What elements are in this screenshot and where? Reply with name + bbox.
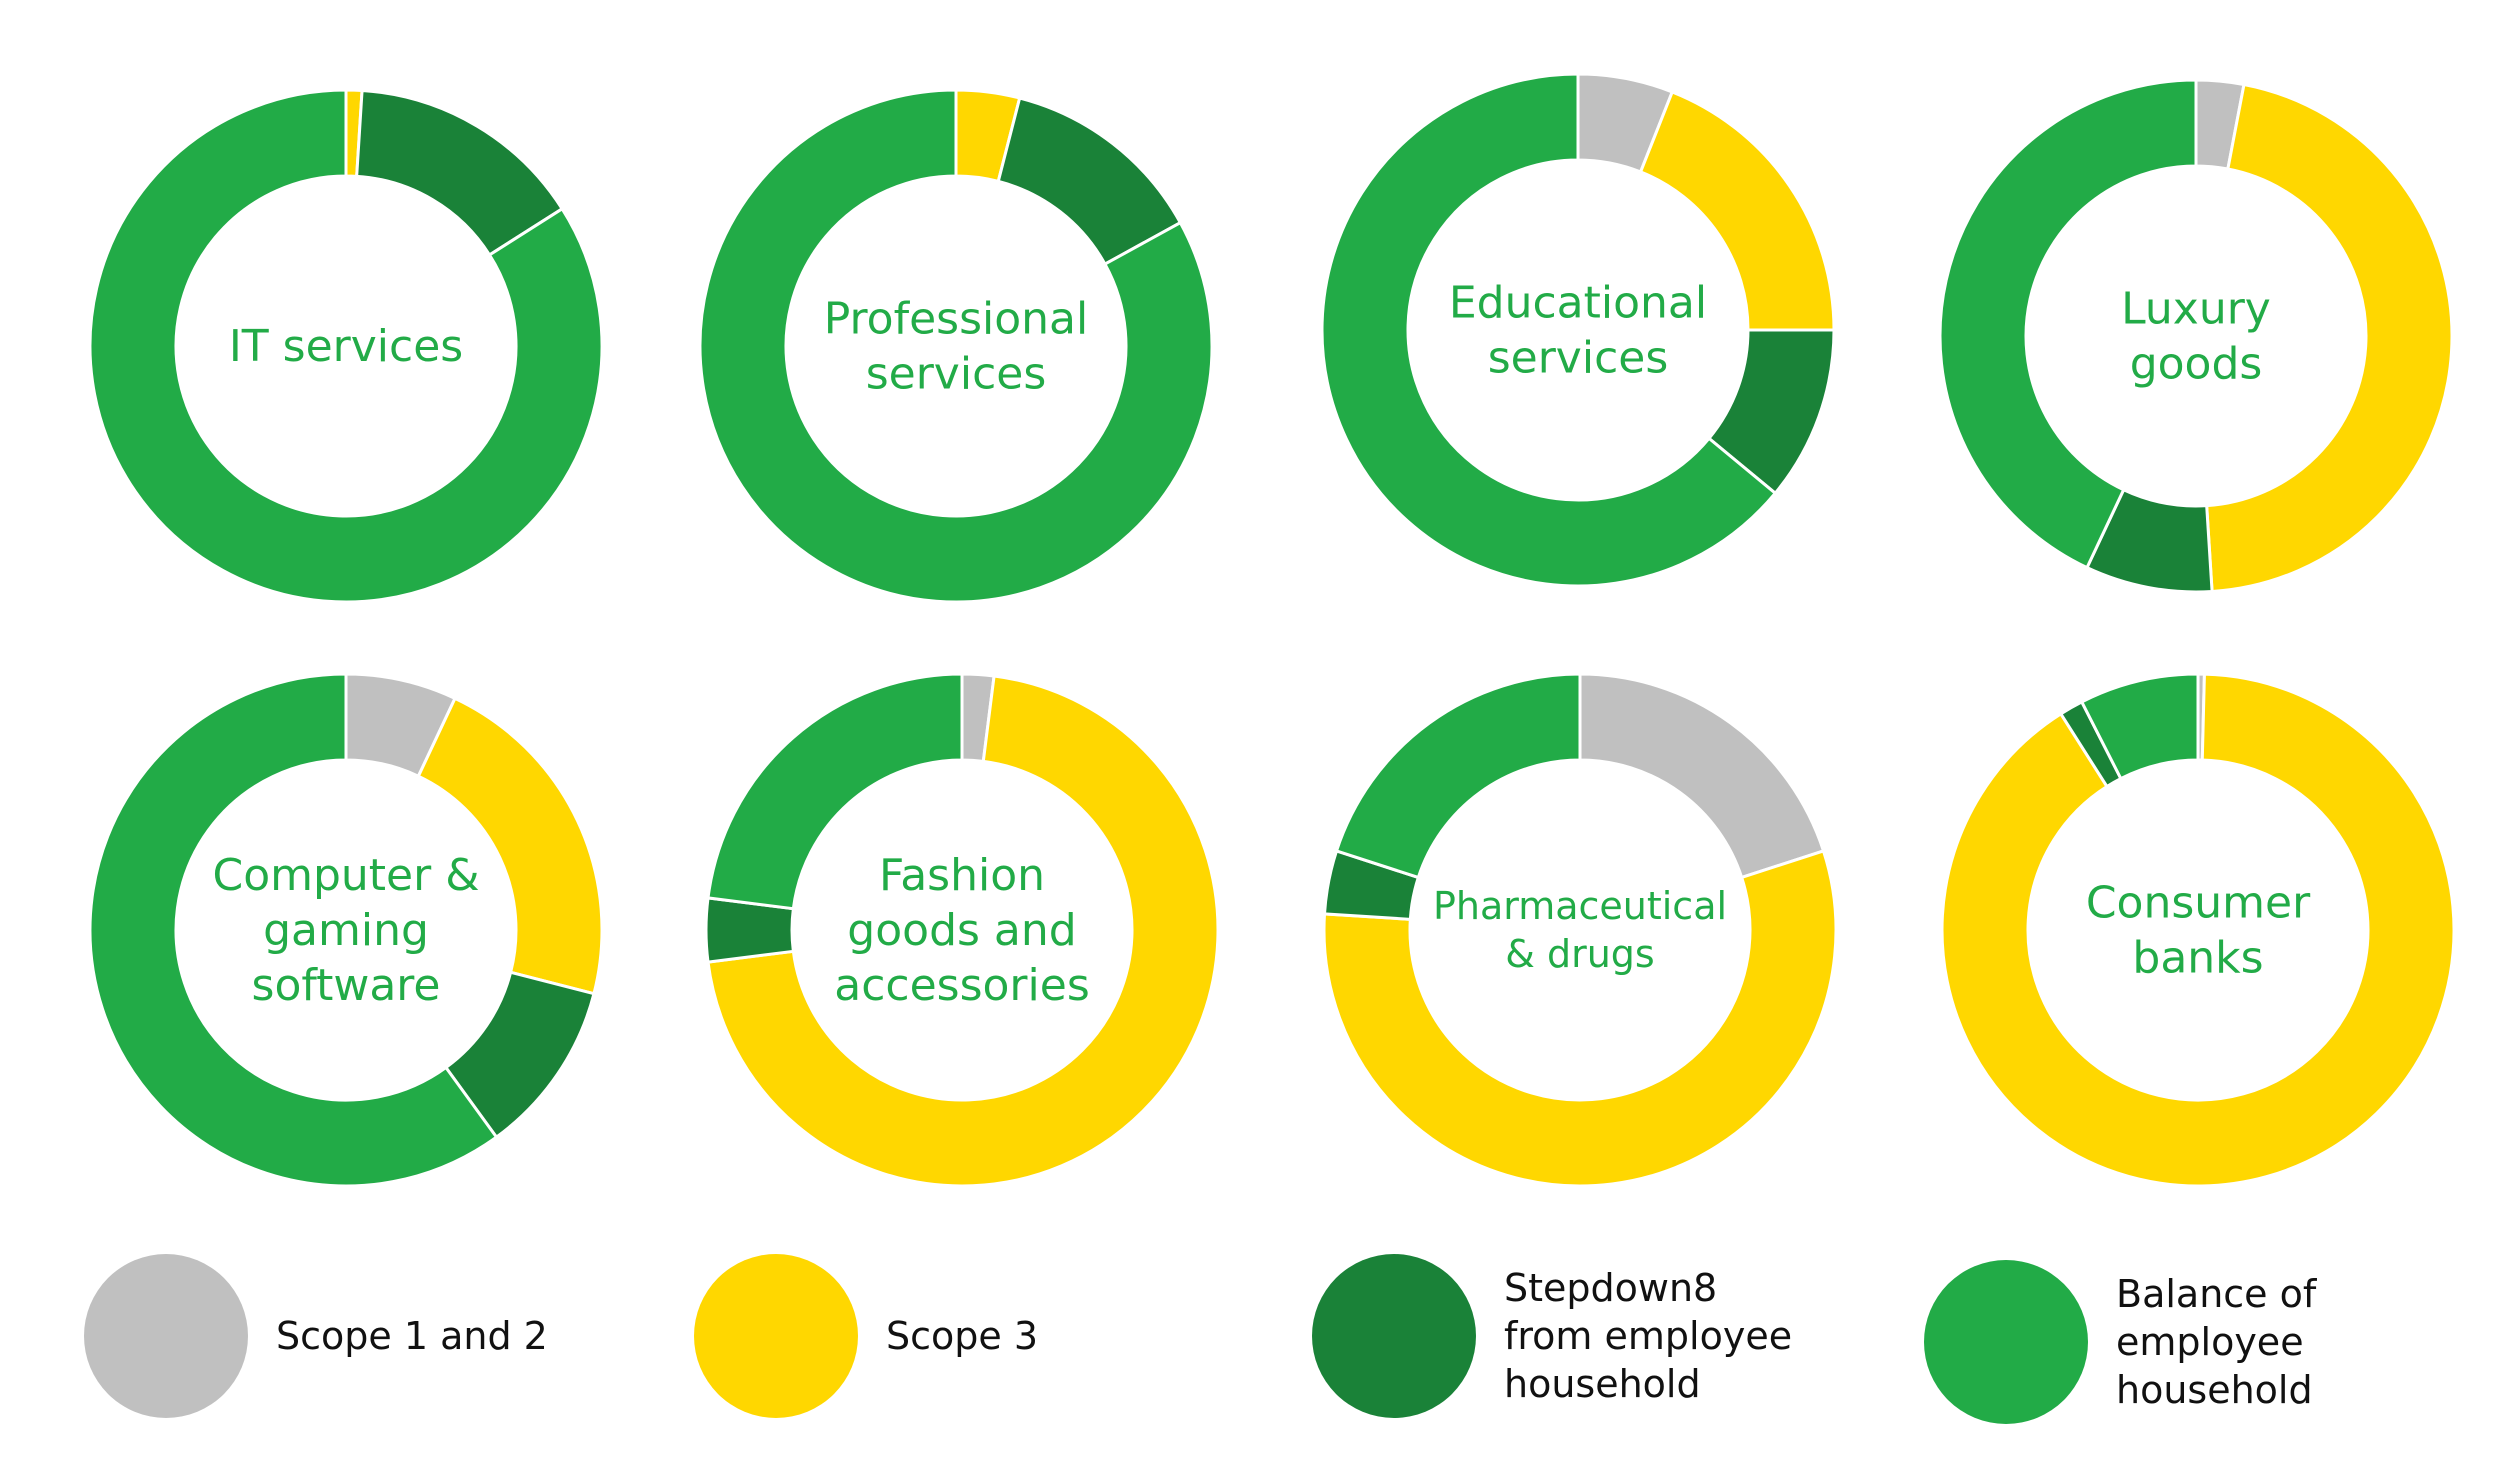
legend-item-scope-1-and-2: Scope 1 and 2 — [84, 1254, 548, 1418]
donut-label-line: software — [252, 960, 441, 1011]
slice-scope-3 — [2205, 82, 2454, 594]
donut-label: Fashion goods and accessories — [834, 850, 1090, 1011]
donut-label: Computer & gaming software — [212, 850, 479, 1011]
slice-balance-of-employee-household — [698, 88, 1214, 604]
slice-scope-1-and-2 — [1578, 672, 1826, 880]
donut-label-line: goods — [2130, 339, 2263, 390]
slice-scope-3 — [706, 674, 1220, 1188]
donut-label: Consumer banks — [2086, 878, 2311, 984]
donut-computer-gaming-software: Computer & gaming software — [88, 672, 604, 1188]
legend-item-stepdown8-from-employee-household: Stepdown8 from employee household — [1312, 1254, 1792, 1418]
donut-label-line: Consumer — [2086, 878, 2311, 929]
legend-item-balance-of-employee-household: Balance of employee household — [1924, 1260, 2316, 1424]
donut-it-services: IT services — [88, 88, 604, 604]
slice-scope-3 — [1940, 672, 2456, 1188]
slice-balance-of-employee-household — [706, 672, 964, 911]
donut-fashion-goods-and-accessories: Fashion goods and accessories — [704, 672, 1220, 1188]
donut-educational-services: Educational services — [1320, 72, 1836, 588]
legend-item-scope-3: Scope 3 — [694, 1254, 1038, 1418]
legend-swatch — [1312, 1254, 1476, 1418]
donut-label-line: IT services — [229, 321, 463, 372]
donut-label-line: banks — [2132, 933, 2263, 984]
legend-label: Stepdown8 from employee household — [1504, 1264, 1792, 1408]
slice-balance-of-employee-household — [1320, 72, 1778, 588]
donut-luxury-goods: Luxury goods — [1938, 78, 2454, 594]
legend-label-line: household — [1504, 1362, 1701, 1406]
legend-swatch — [694, 1254, 858, 1418]
legend-label-line: from employee — [1504, 1314, 1793, 1358]
donut-label-line: accessories — [834, 960, 1090, 1011]
donut-label: Educational services — [1449, 278, 1707, 384]
legend-swatch — [84, 1254, 248, 1418]
donut-consumer-banks: Consumer banks — [1940, 672, 2456, 1188]
donut-label: Professional services — [824, 294, 1088, 400]
slice-balance-of-employee-household — [1334, 672, 1582, 880]
donut-professional-services: Professional services — [698, 88, 1214, 604]
legend-label-line: Scope 1 and 2 — [276, 1314, 548, 1358]
donut-label-line: goods and — [847, 905, 1076, 956]
donut-label-line: gaming — [263, 905, 429, 956]
legend: Scope 1 and 2 Scope 3 Stepdown8 from employ… — [0, 1230, 2500, 1460]
donut-label-line: Luxury — [2121, 284, 2271, 335]
donut-label: IT services — [229, 321, 463, 372]
slice-scope-3 — [416, 696, 604, 996]
legend-label-line: Scope 3 — [886, 1314, 1039, 1358]
donut-label-line: Educational — [1449, 278, 1707, 329]
donut-label-line: Computer & — [212, 850, 479, 901]
legend-label-line: household — [2116, 1368, 2313, 1412]
donut-label-line: Fashion — [879, 850, 1045, 901]
donut-pharmaceutical-drugs: Pharmaceutical & drugs — [1322, 672, 1838, 1188]
donut-label: Pharmaceutical & drugs — [1433, 884, 1727, 976]
donut-label-line: services — [1488, 333, 1669, 384]
donut-label-line: Pharmaceutical — [1433, 884, 1727, 928]
slice-balance-of-employee-household — [88, 88, 604, 604]
legend-label-line: Balance of — [2116, 1272, 2317, 1316]
legend-label: Balance of employee household — [2116, 1270, 2316, 1414]
slice-balance-of-employee-household — [1938, 78, 2198, 570]
legend-label-line: employee — [2116, 1320, 2304, 1364]
slice-balance-of-employee-household — [2079, 672, 2200, 781]
legend-label-line: Stepdown8 — [1504, 1266, 1718, 1310]
legend-label: Scope 3 — [886, 1312, 1038, 1360]
legend-label: Scope 1 and 2 — [276, 1312, 548, 1360]
legend-swatch — [1924, 1260, 2088, 1424]
donut-label: Luxury goods — [2121, 284, 2271, 390]
slice-balance-of-employee-household — [88, 672, 499, 1188]
donut-label-line: & drugs — [1505, 932, 1654, 976]
donut-label-line: Professional — [824, 294, 1088, 345]
slice-scope-3 — [1322, 849, 1838, 1188]
donut-label-line: services — [866, 349, 1047, 400]
